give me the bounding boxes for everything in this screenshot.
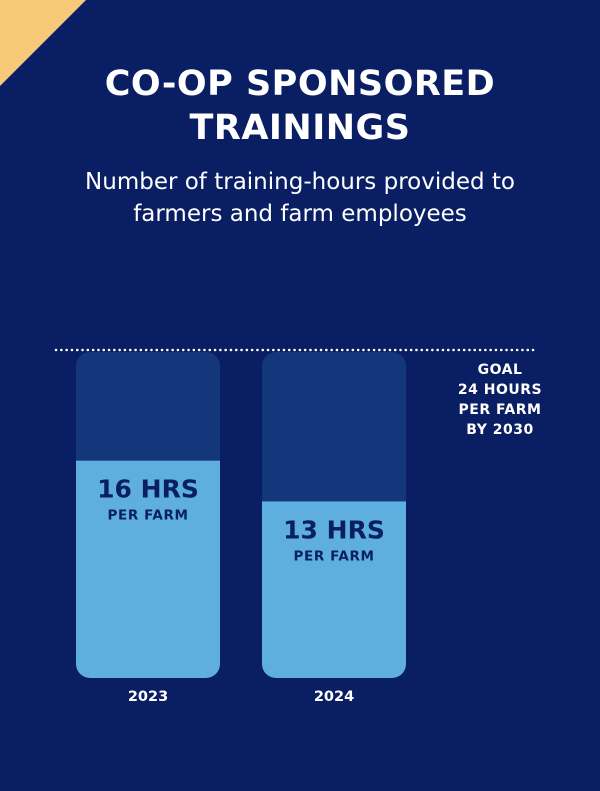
title-line-2: TRAININGS bbox=[189, 108, 411, 148]
goal-label: GOAL 24 HOURS PER FARM BY 2030 bbox=[440, 360, 560, 440]
bar-2023 bbox=[76, 460, 220, 678]
value-label-2024: 13 HRS bbox=[283, 515, 385, 544]
category-label-2023: 2023 bbox=[128, 689, 168, 705]
chart-subtitle: Number of training-hours provided to far… bbox=[60, 166, 540, 230]
value-sublabel-2024: PER FARM bbox=[294, 548, 375, 564]
bar-2024 bbox=[262, 501, 406, 678]
category-label-2024: 2024 bbox=[314, 689, 354, 705]
subtitle-line-2: farmers and farm employees bbox=[133, 201, 467, 227]
subtitle-line-1: Number of training-hours provided to bbox=[85, 169, 515, 195]
value-label-2023: 16 HRS bbox=[97, 475, 199, 504]
chart-title: CO-OP SPONSORED TRAININGS bbox=[0, 62, 600, 150]
corner-accent bbox=[0, 0, 86, 86]
goal-line-1: GOAL bbox=[477, 362, 523, 378]
title-line-1: CO-OP SPONSORED bbox=[104, 64, 496, 104]
goal-line-2: 24 HOURS bbox=[457, 382, 543, 398]
goal-line-4: BY 2030 bbox=[466, 422, 534, 438]
goal-line-3: PER FARM bbox=[458, 402, 542, 418]
value-sublabel-2023: PER FARM bbox=[108, 508, 189, 524]
